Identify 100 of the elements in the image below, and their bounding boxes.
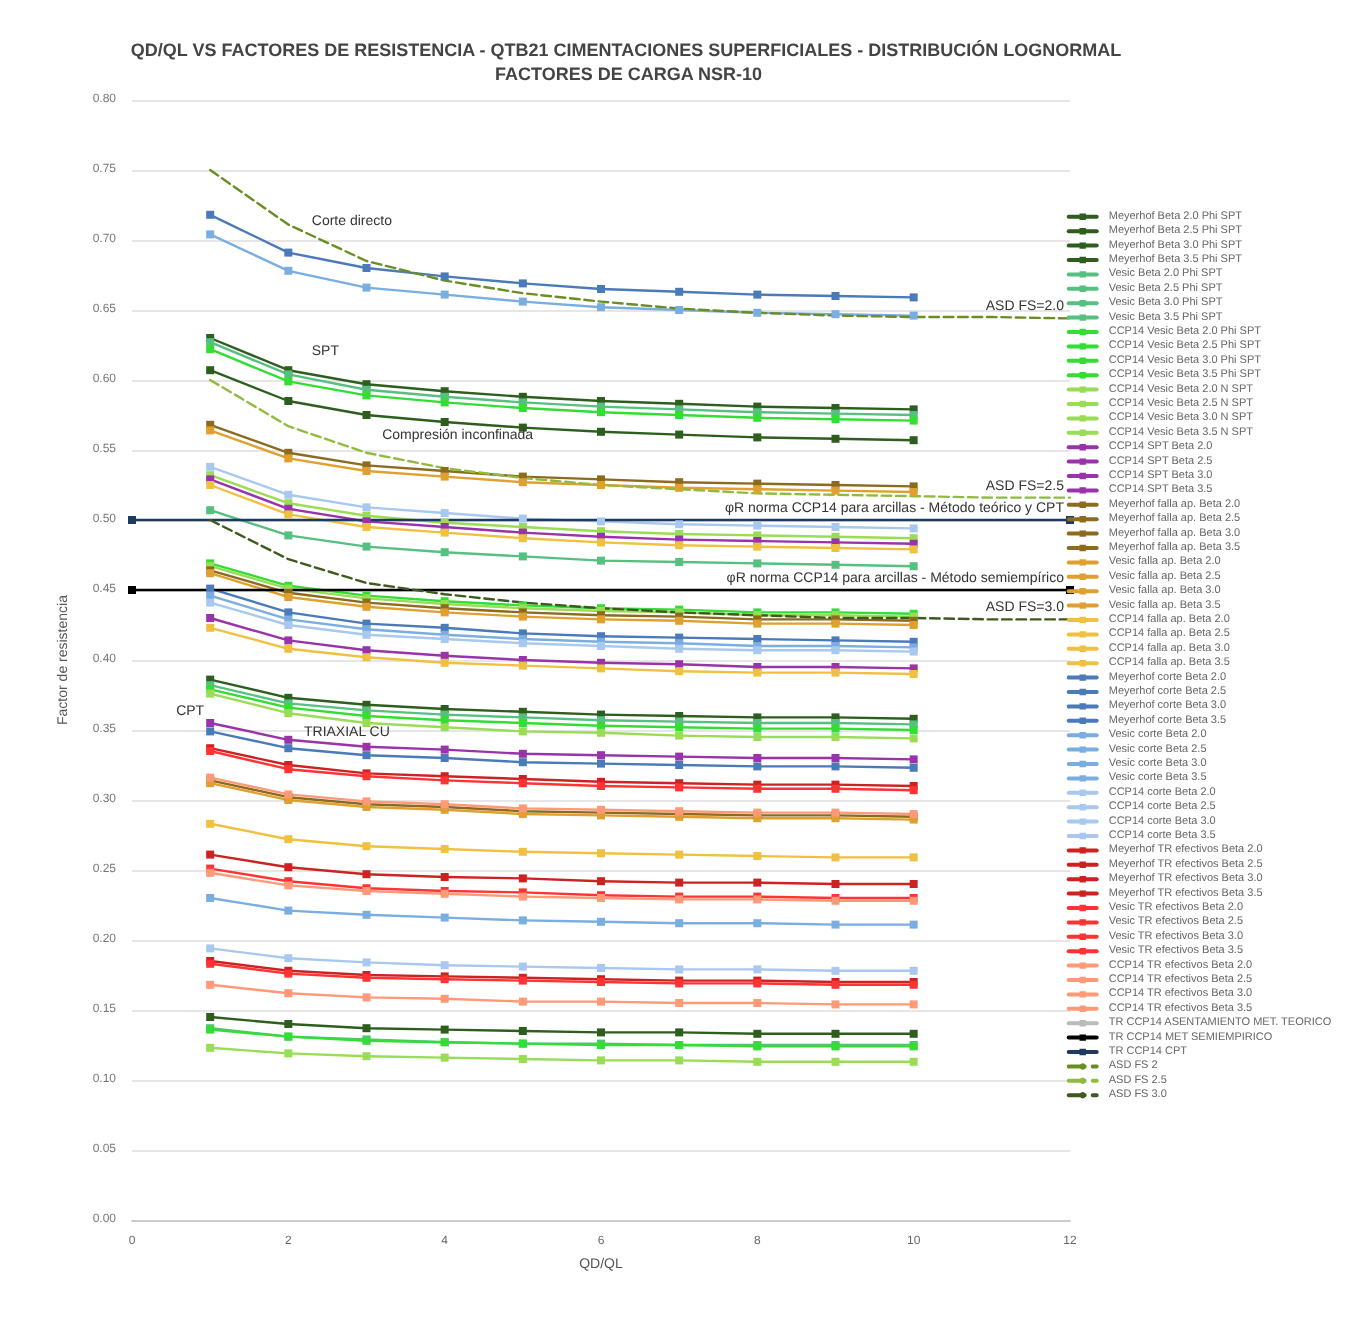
point <box>753 999 762 1007</box>
point <box>440 548 449 557</box>
point <box>284 744 293 753</box>
point <box>831 966 840 975</box>
point <box>362 910 371 919</box>
point <box>909 966 918 975</box>
point <box>518 719 527 727</box>
point <box>675 558 684 566</box>
point <box>206 944 215 953</box>
point <box>284 989 293 998</box>
point <box>518 639 527 648</box>
point <box>284 490 293 499</box>
point <box>206 980 215 989</box>
point <box>909 1000 918 1009</box>
point <box>518 962 527 971</box>
point <box>753 754 762 762</box>
point <box>440 994 449 1003</box>
point <box>284 593 293 601</box>
point <box>675 644 684 653</box>
point <box>909 621 918 629</box>
point <box>753 762 762 771</box>
point <box>675 999 684 1007</box>
point <box>597 427 605 436</box>
point <box>597 538 605 547</box>
point <box>675 411 684 419</box>
point <box>362 523 371 531</box>
point <box>362 411 371 419</box>
point <box>597 408 605 417</box>
point <box>831 560 840 569</box>
point <box>518 552 527 561</box>
point <box>518 997 527 1006</box>
point <box>597 642 605 650</box>
point <box>284 835 293 844</box>
point <box>675 306 684 314</box>
point <box>909 880 918 888</box>
point <box>831 523 840 531</box>
point <box>753 413 762 422</box>
point <box>753 308 762 317</box>
point <box>284 863 293 872</box>
point <box>518 404 527 412</box>
point <box>753 878 762 887</box>
point <box>597 849 605 858</box>
point <box>440 723 449 732</box>
point <box>675 1028 684 1037</box>
point <box>362 467 371 475</box>
point <box>206 727 215 736</box>
point <box>440 1053 449 1062</box>
point <box>284 377 293 386</box>
point <box>675 878 684 887</box>
point <box>518 874 527 883</box>
point <box>284 621 293 629</box>
point <box>909 786 918 795</box>
point <box>284 636 293 645</box>
point <box>440 658 449 667</box>
point <box>831 762 840 771</box>
point <box>518 661 527 670</box>
point <box>753 1057 762 1066</box>
point <box>597 481 605 489</box>
point <box>753 433 762 442</box>
point <box>831 646 840 655</box>
point <box>206 210 215 219</box>
point <box>909 853 918 862</box>
point <box>753 733 762 741</box>
point <box>284 765 293 774</box>
point <box>440 845 449 853</box>
point <box>284 454 293 463</box>
point <box>597 759 605 768</box>
point <box>753 1029 762 1038</box>
point <box>909 920 918 929</box>
point <box>753 485 762 494</box>
point <box>675 965 684 974</box>
point <box>597 303 605 312</box>
point <box>440 745 449 754</box>
point <box>284 531 293 540</box>
point <box>362 630 371 639</box>
point <box>909 545 918 554</box>
point <box>362 391 371 400</box>
point <box>362 958 371 967</box>
point <box>675 667 684 676</box>
point <box>440 873 449 881</box>
point <box>206 598 215 607</box>
point <box>518 758 527 767</box>
point <box>440 528 449 537</box>
point <box>206 506 215 515</box>
point <box>518 478 527 487</box>
point <box>675 430 684 439</box>
point <box>597 997 605 1006</box>
point <box>831 733 840 741</box>
point <box>831 853 840 862</box>
point <box>597 556 605 565</box>
point <box>206 1043 215 1052</box>
point <box>128 586 136 594</box>
point <box>909 755 918 764</box>
point <box>675 520 684 529</box>
point <box>440 635 449 643</box>
point <box>753 965 762 974</box>
point <box>831 754 840 762</box>
point <box>909 416 918 425</box>
point <box>597 917 605 926</box>
point <box>909 436 918 445</box>
